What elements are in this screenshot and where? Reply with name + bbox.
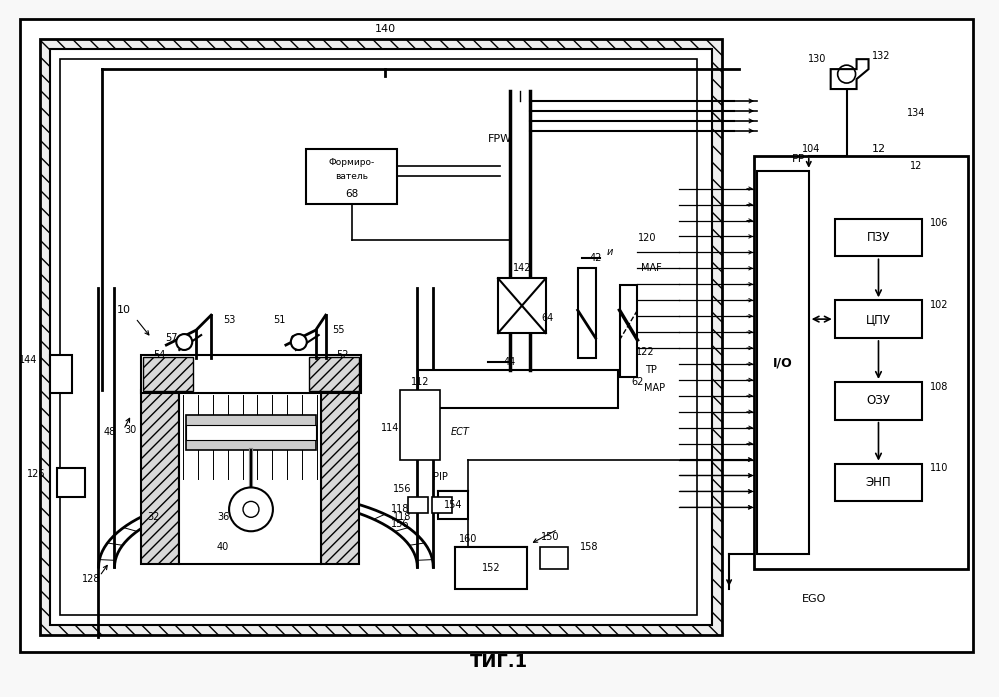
Text: 44: 44 (503, 357, 516, 367)
Text: 12: 12 (910, 161, 923, 171)
Text: 57: 57 (165, 333, 178, 343)
Bar (409, 498, 429, 513)
Text: 156: 156 (394, 484, 412, 494)
Text: 54: 54 (153, 350, 166, 360)
Bar (40, 39, 722, 635)
Text: 160: 160 (459, 534, 478, 544)
Bar (834, 300, 922, 338)
Text: 10: 10 (117, 305, 131, 315)
Bar (834, 382, 922, 420)
Bar (57, 468, 85, 498)
Text: 52: 52 (337, 350, 349, 360)
Bar (60, 59, 697, 615)
Text: 53: 53 (223, 315, 236, 325)
Text: ОЗУ: ОЗУ (866, 395, 890, 407)
Bar (456, 547, 526, 589)
Text: 102: 102 (930, 300, 949, 310)
Bar (142, 355, 361, 393)
Text: EGO: EGO (801, 594, 826, 604)
Text: 48: 48 (104, 427, 116, 436)
Bar (309, 357, 359, 391)
Text: 40: 40 (217, 542, 229, 552)
Text: 128: 128 (82, 574, 101, 584)
Text: 112: 112 (411, 377, 430, 387)
Text: ЦПУ: ЦПУ (866, 313, 891, 325)
Bar (433, 498, 453, 513)
Bar (144, 357, 193, 391)
Text: 142: 142 (512, 263, 531, 273)
Text: 108: 108 (930, 382, 949, 392)
Text: ПЗУ: ПЗУ (867, 231, 890, 244)
Text: 106: 106 (930, 217, 949, 227)
Polygon shape (831, 59, 868, 89)
Bar (834, 464, 922, 501)
Bar (754, 155, 968, 569)
Text: 36: 36 (217, 512, 229, 522)
Bar (439, 491, 469, 519)
Bar (499, 278, 545, 333)
Text: 118: 118 (394, 512, 412, 522)
Bar (186, 415, 316, 450)
Text: 152: 152 (482, 563, 500, 573)
Text: 55: 55 (333, 325, 345, 335)
Bar (577, 268, 595, 358)
Text: MAF: MAF (641, 263, 661, 273)
Text: FPW: FPW (488, 134, 512, 144)
Text: 126: 126 (27, 470, 46, 480)
Text: I/O: I/O (773, 356, 793, 369)
Bar (539, 547, 567, 569)
Text: PIP: PIP (433, 473, 448, 482)
Text: 62: 62 (631, 377, 643, 387)
Circle shape (176, 334, 192, 350)
Bar (321, 390, 359, 564)
Bar (179, 390, 321, 564)
Text: 51: 51 (273, 315, 285, 325)
Bar (619, 285, 637, 377)
Text: 68: 68 (345, 189, 359, 199)
Circle shape (229, 487, 273, 531)
Text: TP: TP (645, 365, 657, 375)
Bar (186, 424, 316, 440)
Text: 114: 114 (382, 422, 400, 433)
Bar (306, 148, 398, 204)
Text: 12: 12 (871, 144, 885, 154)
Text: 30: 30 (124, 424, 137, 435)
Circle shape (291, 334, 307, 350)
Text: 134: 134 (907, 108, 925, 118)
Text: 122: 122 (636, 347, 654, 357)
Text: 66: 66 (290, 335, 302, 345)
Text: 110: 110 (930, 463, 949, 473)
Bar (834, 219, 922, 256)
Bar (50, 355, 72, 393)
Text: 140: 140 (375, 24, 396, 34)
Text: 104: 104 (801, 144, 820, 154)
Bar (401, 390, 441, 459)
Text: ΤИГ.1: ΤИГ.1 (470, 653, 528, 671)
Text: 118: 118 (392, 505, 410, 514)
Text: 64: 64 (541, 313, 553, 323)
Text: 130: 130 (807, 54, 826, 64)
Text: MAP: MAP (643, 383, 665, 393)
Text: ватель: ватель (335, 172, 368, 181)
Text: 42: 42 (589, 254, 601, 263)
Text: ECT: ECT (451, 427, 470, 436)
Text: PP: PP (792, 154, 805, 164)
Text: 32: 32 (147, 512, 160, 522)
Bar (142, 390, 179, 564)
Text: 154: 154 (444, 500, 463, 510)
Text: 120: 120 (638, 233, 656, 243)
Bar (757, 171, 809, 554)
Text: 158: 158 (580, 542, 598, 552)
Text: 156: 156 (392, 519, 410, 529)
Text: 132: 132 (872, 51, 891, 61)
Text: Формиро-: Формиро- (329, 158, 375, 167)
Text: 144: 144 (18, 355, 37, 365)
Text: и: и (606, 247, 612, 257)
Bar (419, 370, 617, 408)
Text: ЭНП: ЭНП (866, 476, 891, 489)
Text: 150: 150 (540, 533, 559, 542)
Bar (50, 49, 712, 625)
